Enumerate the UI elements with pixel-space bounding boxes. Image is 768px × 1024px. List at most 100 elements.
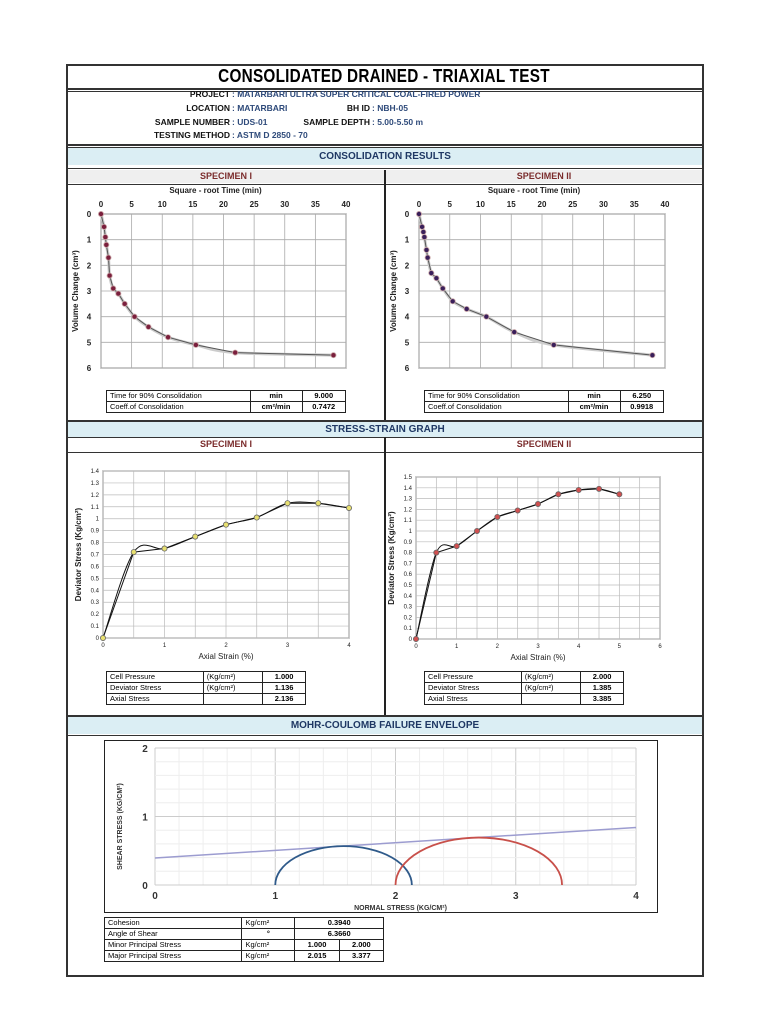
consolidation-specimen-1-x-tick-label: 25 xyxy=(250,200,259,209)
consolidation-specimen-2-data-point xyxy=(423,246,430,253)
cell: 2.000 xyxy=(580,671,624,683)
stress-strain-specimen-2-y-tick-label: 0 xyxy=(409,637,413,643)
specimen-2-header: SPECIMEN II xyxy=(386,170,702,183)
stress-strain-specimen-2-x-axis-label: Axial Strain (%) xyxy=(510,653,565,662)
divider xyxy=(66,91,702,92)
consolidation-specimen-2-y-tick-label: 1 xyxy=(405,236,410,245)
cell: 2.136 xyxy=(262,693,306,705)
stress-strain-specimen-1-y-tick-label: 1.2 xyxy=(91,493,100,499)
consolidation-specimen-1-y-axis-label: Volume Change (cm³) xyxy=(71,250,80,332)
consolidation-specimen-2-y-tick-label: 3 xyxy=(405,287,410,296)
stress-strain-specimen-1-y-tick-label: 0.8 xyxy=(91,541,100,547)
stress-strain-specimen-2-x-tick-label: 5 xyxy=(618,644,622,650)
stress-strain-specimen-2-y-tick-label: 0.3 xyxy=(404,605,413,611)
stress-strain-specimen-1-x-axis-label: Axial Strain (%) xyxy=(198,652,253,661)
stress-strain-specimen-2-x-tick-label: 3 xyxy=(536,644,540,650)
consolidation-specimen-1-x-tick-label: 15 xyxy=(188,200,197,209)
consolidation-specimen-2-x-tick-label: 20 xyxy=(538,200,547,209)
consolidation-specimen-1-y-tick-label: 5 xyxy=(87,338,92,347)
consolidation-specimen-2-data-point xyxy=(428,270,435,277)
sep: : xyxy=(232,103,235,113)
consolidation-specimen-2-x-tick-label: 15 xyxy=(507,200,516,209)
table-row: Cell Pressure (Kg/cm²) 2.000 xyxy=(424,671,624,683)
consolidation-specimen-2-data-point xyxy=(415,210,422,217)
table-row: Coeff.of Consolidation cm²/min 0.9918 xyxy=(424,401,664,413)
mohr-coulomb-y-tick-label: 2 xyxy=(142,744,148,755)
cell: cm²/min xyxy=(567,401,621,413)
stress-strain-specimen-2-y-tick-label: 0.1 xyxy=(404,626,413,632)
bhid-value: : NBH-05 xyxy=(372,103,408,113)
consolidation-specimen-1-data-point xyxy=(232,349,239,356)
location-text: MATARBARI xyxy=(237,103,288,113)
consolidation-specimen-2-x-tick-label: 5 xyxy=(448,200,453,209)
stress-strain-specimen-2-x-tick-label: 6 xyxy=(658,644,662,650)
divider xyxy=(66,144,702,146)
report-frame xyxy=(66,64,704,977)
stress-strain-specimen-1-data-point xyxy=(222,521,229,528)
consolidation-specimen-2-data-point xyxy=(424,254,431,261)
stress-strain-specimen-2-data-point xyxy=(514,507,521,514)
consolidation-specimen-1-x-axis-label: Square - root Time (min) xyxy=(169,186,262,195)
stress-strain-specimen-2-y-tick-label: 1.5 xyxy=(404,475,413,481)
consolidation-specimen-2-x-tick-label: 40 xyxy=(661,200,670,209)
stress-strain-specimen-2-y-tick-label: 1.1 xyxy=(404,518,413,524)
stress-strain-specimen-2-data-point xyxy=(433,549,440,556)
sep: : xyxy=(232,89,235,99)
consolidation-specimen-1-data-point xyxy=(101,223,108,230)
table-row: Axial Stress 3.385 xyxy=(424,693,624,705)
specimen-1-header: SPECIMEN I xyxy=(68,438,384,451)
consolidation-specimen-2-y-tick-label: 2 xyxy=(405,261,410,270)
consolidation-specimen-1-x-tick-label: 30 xyxy=(280,200,289,209)
sep: : xyxy=(372,103,375,113)
consolidation-specimen-2-y-tick-label: 6 xyxy=(405,364,410,373)
consolidation-specimen-1-y-tick-label: 1 xyxy=(87,236,92,245)
stress-strain-specimen-1-y-tick-label: 0.7 xyxy=(91,553,100,559)
specimen-1-header: SPECIMEN I xyxy=(68,170,384,183)
mohr-coulomb-mohr-circle-2 xyxy=(394,836,563,886)
stress-strain-specimen-2-y-tick-label: 1 xyxy=(409,529,413,535)
stress-strain-specimen-2-y-axis-label: Deviator Stress (Kg/cm²) xyxy=(387,511,396,605)
divider xyxy=(66,735,702,736)
consolidation-specimen-2-y-tick-label: 0 xyxy=(405,210,410,219)
consolidation-specimen-1-data-point xyxy=(103,241,110,248)
consolidation-specimen-1-x-tick-label: 10 xyxy=(158,200,167,209)
consolidation-specimen-1-data-point xyxy=(330,352,337,359)
stress-strain-specimen-2-data-point xyxy=(535,500,542,507)
sample-number-label: SAMPLE NUMBER xyxy=(154,117,230,127)
cell: 3.377 xyxy=(338,950,385,962)
stress-strain-specimen-1-data-point xyxy=(284,500,291,507)
consolidation-specimen-1-x-tick-label: 20 xyxy=(219,200,228,209)
stress-strain-specimen-1-x-tick-label: 4 xyxy=(347,643,351,649)
consolidation-table-2: Time for 90% Consolidation min 6.250 Coeff… xyxy=(424,390,664,413)
mohr-coulomb-x-axis-label: NORMAL STRESS (KG/CM²) xyxy=(354,905,447,912)
divider xyxy=(66,420,702,422)
consolidation-specimen-1-x-tick-label: 0 xyxy=(99,200,104,209)
consolidation-specimen-1-data-point xyxy=(110,285,117,292)
stress-strain-specimen-2-y-tick-label: 0.9 xyxy=(404,540,413,546)
stress-strain-specimen-2-x-tick-label: 2 xyxy=(496,644,500,650)
cell: 0.9918 xyxy=(619,401,664,413)
sample-number-value: : UDS-01 xyxy=(232,117,267,127)
cell xyxy=(520,693,582,705)
consolidation-specimen-2-data-point xyxy=(439,285,446,292)
sep: : xyxy=(232,130,235,140)
table-row: Cohesion Kg/cm² 0.3940 xyxy=(103,917,384,929)
project-value: : MATARBARI ULTRA SUPER CRITICAL COAL-FI… xyxy=(232,89,480,99)
consolidation-specimen-2-data-point xyxy=(449,298,456,305)
testing-method-value: : ASTM D 2850 - 70 xyxy=(232,130,308,140)
consolidation-specimen-2-data-point xyxy=(419,223,426,230)
consolidation-specimen-2-data-point xyxy=(463,305,470,312)
stress-strain-specimen-1-y-tick-label: 0.6 xyxy=(91,564,100,570)
consolidation-specimen-1-data-point xyxy=(121,300,128,307)
mohr-coulomb-failure-envelope xyxy=(154,826,637,859)
stress-strain-specimen-1-data-point xyxy=(315,500,322,507)
project-text: MATARBARI ULTRA SUPER CRITICAL COAL-FIRE… xyxy=(237,89,481,99)
sample-number-text: UDS-01 xyxy=(237,117,268,127)
mohr-coulomb-mohr-circle-1 xyxy=(274,845,413,886)
cell: Coeff.of Consolidation xyxy=(106,401,251,413)
stress-strain-specimen-1-x-tick-label: 3 xyxy=(286,643,290,649)
stress-strain-specimen-1-y-tick-label: 0.5 xyxy=(91,576,100,582)
sep: : xyxy=(372,117,375,127)
mohr-coulomb-y-tick-label: 1 xyxy=(142,813,148,824)
table-row: Deviator Stress (Kg/cm²) 1.385 xyxy=(424,682,624,694)
